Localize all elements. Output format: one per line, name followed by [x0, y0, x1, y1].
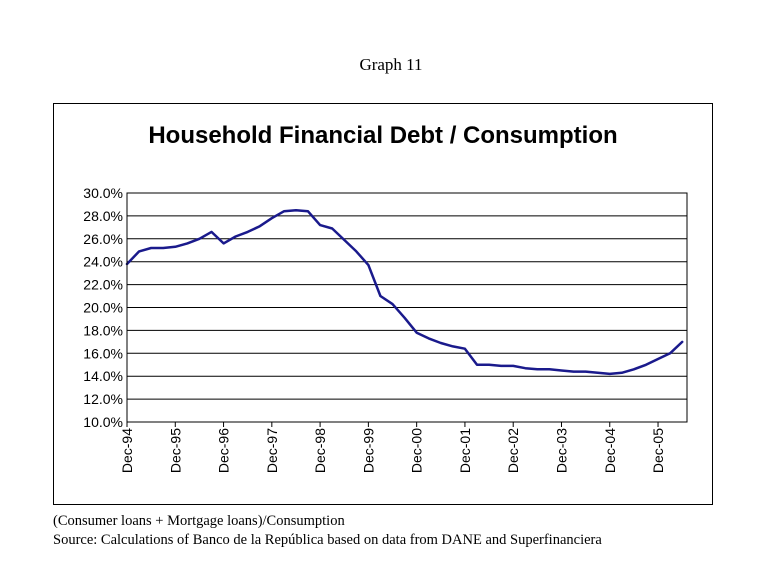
y-tick-label: 20.0% [83, 300, 123, 316]
y-tick-label: 28.0% [83, 208, 123, 224]
footnote-formula: (Consumer loans + Mortgage loans)/Consum… [53, 513, 345, 529]
graph-label: Graph 11 [359, 55, 423, 74]
chart-frame: Household Financial Debt / Consumption 1… [53, 103, 713, 505]
y-tick-label: 10.0% [83, 414, 123, 430]
x-tick-label: Dec-94 [119, 428, 135, 473]
x-tick-label: Dec-95 [167, 428, 183, 473]
footnote-source: Source: Calculations of Banco de la Repú… [53, 532, 602, 548]
grid-lines [127, 192, 687, 423]
y-tick-label: 26.0% [83, 231, 123, 247]
y-tick-label: 22.0% [83, 277, 123, 293]
x-tick-label: Dec-05 [650, 428, 666, 473]
x-tick-label: Dec-01 [457, 428, 473, 473]
x-tick-label: Dec-97 [264, 428, 280, 473]
y-tick-label: 12.0% [83, 391, 123, 407]
chart-title: Household Financial Debt / Consumption [148, 122, 618, 149]
x-tick-label: Dec-03 [553, 428, 569, 473]
y-tick-label: 18.0% [83, 322, 123, 338]
y-tick-label: 14.0% [83, 368, 123, 384]
x-tick-label: Dec-02 [505, 428, 521, 473]
x-tick-label: Dec-04 [602, 428, 618, 473]
series-line [125, 208, 684, 376]
x-axis-ticks: Dec-94 Dec-95 Dec-96 Dec-97 Dec-98 Dec-99 Dec-… [119, 422, 666, 473]
x-tick-label: Dec-00 [409, 428, 425, 473]
plot-area-border [126, 192, 688, 423]
x-tick-label: Dec-98 [312, 428, 328, 473]
y-tick-label: 30.0% [83, 185, 123, 201]
x-tick-label: Dec-96 [216, 428, 232, 473]
series-layer [125, 208, 684, 376]
y-tick-label: 16.0% [83, 345, 123, 361]
y-tick-label: 24.0% [83, 254, 123, 270]
axes [126, 192, 688, 423]
x-tick-label: Dec-99 [360, 428, 376, 473]
line-chart: 10.0% 12.0% 14.0% 16.0% 18.0% 20.0% 22.0% 24.0%… [83, 185, 688, 473]
y-axis-ticks: 10.0% 12.0% 14.0% 16.0% 18.0% 20.0% 22.0% 24.0%… [83, 185, 123, 430]
